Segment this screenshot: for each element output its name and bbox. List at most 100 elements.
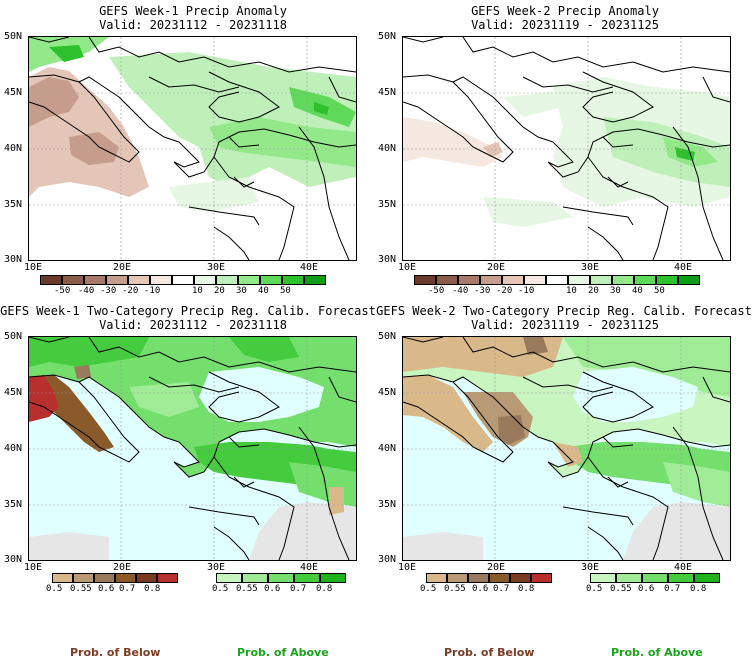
dry-anomaly-region bbox=[403, 117, 503, 167]
colorbar-swatch bbox=[426, 573, 447, 583]
colorbar-label: 0.7 bbox=[664, 584, 681, 594]
panel1-title: GEFS Week-1 Precip Anomaly bbox=[99, 4, 287, 18]
panel2-title: GEFS Week-2 Precip Anomaly bbox=[471, 4, 659, 18]
colorbar-swatch bbox=[268, 573, 294, 583]
dry-anomaly-south bbox=[69, 132, 119, 165]
wet-anomaly-anatolia bbox=[209, 117, 356, 167]
lon-label-20e: 20E bbox=[113, 562, 132, 573]
colorbar-swatch bbox=[510, 573, 531, 583]
lat-label-35n: 35N bbox=[4, 499, 23, 510]
lat-label-50n: 50N bbox=[378, 331, 397, 342]
colorbar-label: 0.8 bbox=[144, 584, 161, 594]
map-week1-anomaly bbox=[28, 36, 357, 261]
colorbar-label: 0.8 bbox=[316, 584, 333, 594]
colorbar-swatch bbox=[531, 573, 552, 583]
colorbar-label: -20 bbox=[122, 286, 139, 296]
colorbar-swatch bbox=[590, 573, 616, 583]
colorbar-label: 50 bbox=[280, 286, 291, 296]
colorbar-label: 0.5 bbox=[586, 584, 603, 594]
lon-label-40e: 40E bbox=[300, 262, 319, 273]
colorbar-swatch bbox=[238, 275, 260, 285]
colorbar-swatch bbox=[502, 275, 524, 285]
caption-prob-below: Prob. of Below bbox=[444, 646, 535, 659]
colorbar-swatch bbox=[447, 573, 468, 583]
colorbar-swatch bbox=[694, 573, 720, 583]
colorbar-swatch bbox=[612, 275, 634, 285]
colorbar-swatch bbox=[294, 573, 320, 583]
colorbar-label: -30 bbox=[474, 286, 491, 296]
dry-mask-africa bbox=[403, 532, 483, 560]
lat-label-40n: 40N bbox=[378, 143, 397, 154]
panel1-valid: Valid: 20231112 - 20231118 bbox=[99, 18, 287, 32]
colorbar-swatch bbox=[115, 573, 136, 583]
panel4-valid: Valid: 20231119 - 20231125 bbox=[471, 318, 659, 332]
colorbar-label: -40 bbox=[78, 286, 95, 296]
lon-label-40e: 40E bbox=[300, 562, 319, 573]
colorbar-swatch bbox=[546, 275, 568, 285]
colorbar-label: -50 bbox=[54, 286, 71, 296]
lat-label-40n: 40N bbox=[4, 443, 23, 454]
lat-label-45n: 45N bbox=[378, 387, 397, 398]
wet-anomaly-peak bbox=[314, 102, 329, 115]
lon-label-30e: 30E bbox=[207, 262, 226, 273]
above-normal-levant bbox=[663, 462, 730, 507]
map-week2-anomaly bbox=[402, 36, 731, 261]
colorbar-swatch bbox=[436, 275, 458, 285]
below-normal-alps bbox=[74, 365, 91, 379]
colorbar-label: -40 bbox=[452, 286, 469, 296]
panel2-valid: Valid: 20231119 - 20231125 bbox=[471, 18, 659, 32]
lon-label-40e: 40E bbox=[674, 262, 693, 273]
lat-label-50n: 50N bbox=[4, 31, 23, 42]
dry-mask-region bbox=[623, 502, 730, 560]
dry-anomaly-core bbox=[29, 77, 79, 127]
colorbar-swatch bbox=[656, 275, 678, 285]
colorbar-swatch bbox=[62, 275, 84, 285]
below-normal-aegean bbox=[553, 442, 583, 467]
colorbar-swatch bbox=[590, 275, 612, 285]
colorbar-swatch bbox=[282, 275, 304, 285]
colorbar-swatch bbox=[73, 573, 94, 583]
colorbar-swatch bbox=[320, 573, 346, 583]
colorbar-label: 10 bbox=[566, 286, 577, 296]
wet-anomaly-anatolia bbox=[603, 117, 730, 187]
colorbar-swatch bbox=[216, 275, 238, 285]
dry-mask-africa bbox=[29, 532, 109, 560]
colorbar-swatch bbox=[568, 275, 590, 285]
colorbar-swatch bbox=[172, 275, 194, 285]
colorbar-label: -20 bbox=[496, 286, 513, 296]
lat-label-50n: 50N bbox=[378, 31, 397, 42]
colorbar-swatch bbox=[458, 275, 480, 285]
colorbar-label: -10 bbox=[518, 286, 535, 296]
above-normal-northwest bbox=[29, 337, 149, 367]
colorbar-swatch bbox=[216, 573, 242, 583]
above-normal-balkans bbox=[129, 382, 199, 417]
colorbar-label: 0.5 bbox=[46, 584, 63, 594]
wet-anomaly-alps bbox=[49, 45, 84, 62]
colorbar-swatch bbox=[260, 275, 282, 285]
map-week1-probability bbox=[28, 336, 357, 561]
caption-prob-above: Prob. of Above bbox=[611, 646, 703, 659]
colorbar-label: -30 bbox=[100, 286, 117, 296]
lat-label-45n: 45N bbox=[378, 87, 397, 98]
colorbar-label: 0.55 bbox=[444, 584, 466, 594]
lat-label-40n: 40N bbox=[378, 443, 397, 454]
lat-label-35n: 35N bbox=[378, 499, 397, 510]
colorbar-swatch bbox=[468, 573, 489, 583]
caption-prob-below: Prob. of Below bbox=[70, 646, 161, 659]
wet-anomaly-peak bbox=[675, 147, 695, 161]
colorbar-label: 0.6 bbox=[98, 584, 115, 594]
colorbar-label: 20 bbox=[214, 286, 225, 296]
lon-label-30e: 30E bbox=[581, 562, 600, 573]
lat-label-35n: 35N bbox=[378, 199, 397, 210]
colorbar-label: 50 bbox=[654, 286, 665, 296]
colorbar-label: 0.7 bbox=[119, 584, 136, 594]
lon-label-10e: 10E bbox=[398, 262, 417, 273]
panel4-title: GEFS Week-2 Two-Category Precip Reg. Cal… bbox=[376, 304, 752, 318]
colorbar-label: 0.7 bbox=[493, 584, 510, 594]
colorbar-label: 40 bbox=[258, 286, 269, 296]
lat-label-30n: 30N bbox=[378, 254, 397, 265]
colorbar-label: 0.6 bbox=[264, 584, 281, 594]
colorbar-label: 0.55 bbox=[70, 584, 92, 594]
colorbar-label: 0.8 bbox=[690, 584, 707, 594]
lon-label-10e: 10E bbox=[24, 562, 43, 573]
